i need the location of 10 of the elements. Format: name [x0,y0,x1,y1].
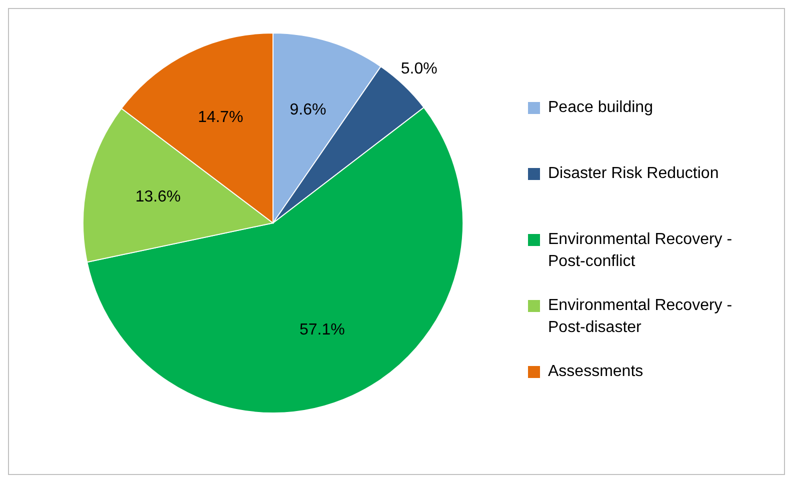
data-label: 5.0% [400,60,438,78]
legend-label: Environmental Recovery - Post-disaster [548,297,732,336]
legend-label: Assessments [548,363,644,380]
legend-label: Peace building [548,99,653,116]
data-label: 13.6% [135,188,181,206]
legend-label: Disaster Risk Reduction [548,165,719,182]
data-label: 9.6% [290,102,326,119]
data-label: 57.1% [299,321,345,338]
data-label: 14.7% [198,108,244,126]
legend-label: Environmental Recovery - Post-conflict [548,231,732,270]
